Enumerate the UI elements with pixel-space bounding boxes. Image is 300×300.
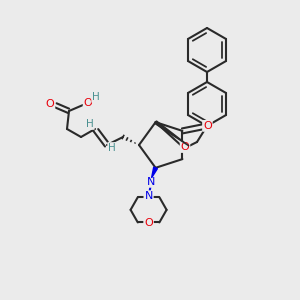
Polygon shape [152, 167, 158, 178]
Text: N: N [144, 191, 153, 201]
Text: O: O [46, 99, 54, 109]
Text: O: O [181, 142, 189, 152]
Text: H: H [86, 119, 94, 129]
Text: O: O [203, 121, 212, 131]
Text: N: N [146, 177, 155, 187]
Text: O: O [84, 98, 92, 108]
Polygon shape [155, 121, 189, 146]
Text: H: H [108, 143, 116, 153]
Text: H: H [92, 92, 100, 102]
Text: O: O [144, 218, 153, 228]
